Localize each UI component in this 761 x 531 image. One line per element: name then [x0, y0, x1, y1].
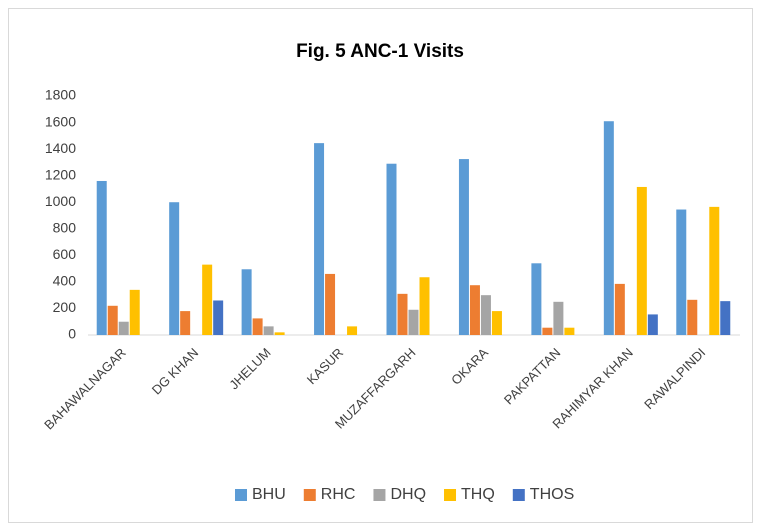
bar: [676, 209, 687, 335]
bar: [419, 277, 430, 335]
bar: [531, 263, 542, 335]
y-tick-label: 0: [68, 326, 76, 342]
bar: [202, 264, 213, 335]
bar: [252, 318, 263, 335]
bar: [564, 327, 575, 335]
y-tick-label: 400: [53, 273, 77, 289]
bar: [614, 283, 625, 335]
bar: [274, 332, 285, 335]
bar: [213, 300, 224, 335]
bar: [241, 269, 252, 335]
bar: [491, 311, 502, 335]
bar: [458, 159, 469, 335]
bar: [636, 186, 647, 335]
chart-title: Fig. 5 ANC-1 Visits: [296, 41, 464, 62]
bar: [542, 327, 553, 335]
legend-swatch: [512, 489, 525, 501]
legend-swatch: [235, 489, 247, 501]
bar: [408, 309, 419, 335]
bar: [603, 121, 614, 335]
bar: [347, 326, 358, 335]
legend-label: THOS: [530, 486, 574, 503]
bar: [397, 293, 408, 335]
legend-swatch: [303, 489, 316, 501]
bar: [96, 180, 107, 335]
legend-swatch: [373, 489, 386, 501]
bar: [647, 314, 658, 335]
bar: [720, 301, 731, 335]
y-tick-label: 600: [53, 246, 77, 262]
bar: [386, 163, 397, 335]
y-tick-label: 800: [53, 219, 77, 235]
legend-label: THQ: [461, 486, 495, 503]
bar: [118, 321, 129, 335]
bar: [169, 202, 180, 335]
y-tick-label: 1800: [45, 87, 76, 103]
y-tick-label: 1600: [45, 113, 76, 129]
bar: [480, 295, 491, 335]
y-tick-label: 200: [53, 299, 77, 315]
bar: [180, 311, 191, 335]
bar: [314, 143, 325, 335]
legend-label: RHC: [321, 486, 356, 503]
chart-frame: [8, 8, 753, 523]
legend-swatch: [444, 489, 457, 501]
bar: [687, 299, 698, 335]
bar: [469, 285, 480, 335]
bar: [107, 305, 118, 335]
bar: [263, 326, 274, 335]
bar: [709, 206, 720, 335]
bar: [325, 273, 336, 335]
y-tick-label: 1400: [45, 140, 76, 156]
legend-label: BHU: [252, 486, 286, 503]
y-tick-label: 1000: [45, 193, 76, 209]
legend-label: DHQ: [390, 486, 426, 503]
y-tick-label: 1200: [45, 166, 76, 182]
bar: [129, 289, 140, 335]
bar: [553, 301, 564, 335]
